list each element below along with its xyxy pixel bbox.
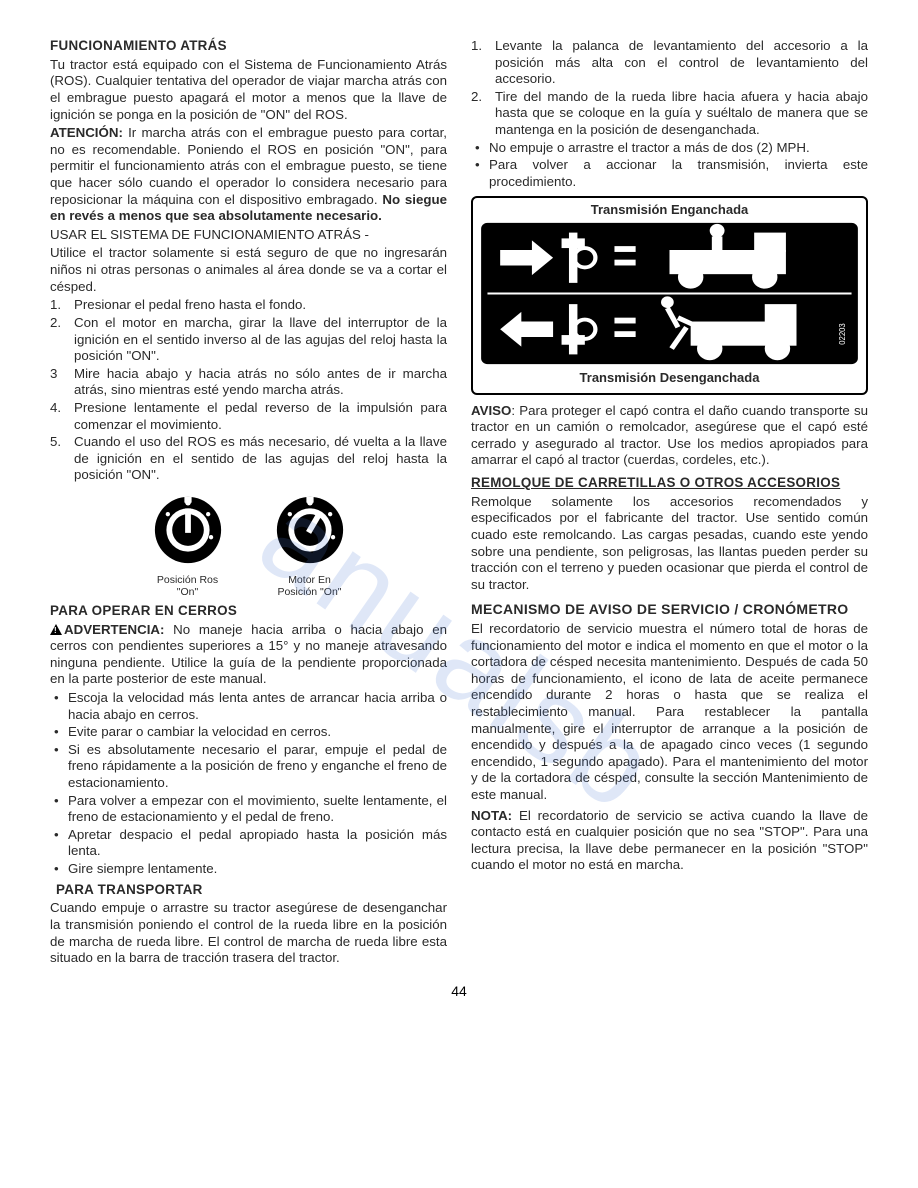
knob-label-line1: Posición Ros <box>152 574 224 587</box>
list-number: 5. <box>50 434 66 484</box>
list-item: Para volver a empezar con el movimiento,… <box>50 793 447 826</box>
label-nota: NOTA: <box>471 808 512 823</box>
right-column: 1.Levante la palanca de levantamiento de… <box>471 38 868 969</box>
para-transportar: Cuando empuje o arrastre su tractor aseg… <box>50 900 447 966</box>
two-column-layout: FUNCIONAMIENTO ATRÁS Tu tractor está equ… <box>50 38 868 969</box>
list-number: 1. <box>50 297 66 314</box>
list-transport-bullets: No empuje o arrastre el tractor a más de… <box>471 140 868 191</box>
para-usar-sistema: USAR EL SISTEMA DE FUNCIONAMIENTO ATRÁS … <box>50 227 447 244</box>
para-aviso-capo: AVISO: Para proteger el capó contra el d… <box>471 403 868 469</box>
list-transport-steps: 1.Levante la palanca de levantamiento de… <box>471 38 868 139</box>
list-text: Presione lentamente el pedal reverso de … <box>74 400 447 433</box>
list-number: 4. <box>50 400 66 433</box>
list-number: 3 <box>50 366 66 399</box>
svg-text:02203: 02203 <box>838 323 847 345</box>
para-ros-intro: Tu tractor está equipado con el Sistema … <box>50 57 447 123</box>
para-nota-recordatorio: NOTA: El recordatorio de servicio se act… <box>471 808 868 874</box>
para-atencion: ATENCIÓN: Ir marcha atrás con el embragu… <box>50 125 447 225</box>
list-item: Escoja la velocidad más lenta antes de a… <box>50 690 447 723</box>
list-number: 2. <box>471 89 487 139</box>
list-ros-steps: 1. Presionar el pedal freno hasta el fond… <box>50 297 447 484</box>
list-item: 4.Presione lentamente el pedal reverso d… <box>50 400 447 433</box>
list-item: 1. Presionar el pedal freno hasta el fond… <box>50 297 447 314</box>
list-text: Tire del mando de la rueda libre hacia a… <box>495 89 868 139</box>
text-nota-body: El recordatorio de servicio se activa cu… <box>471 808 868 873</box>
para-solo-seguro: Utilice el tractor solamente si está seg… <box>50 245 447 295</box>
manual-page: anualsb FUNCIONAMIENTO ATRÁS Tu tractor … <box>0 0 918 1188</box>
list-item: Evite parar o cambiar la velocidad en ce… <box>50 724 447 741</box>
heading-mecanismo-aviso: MECANISMO DE AVISO DE SERVICIO / CRONÓME… <box>471 601 868 619</box>
heading-transportar: PARA TRANSPORTAR <box>56 882 447 899</box>
list-text: Con el motor en marcha, girar la llave d… <box>74 315 447 365</box>
knob-label-line1: Motor En <box>274 574 346 587</box>
para-remolque: Remolque solamente los accesorios recome… <box>471 494 868 594</box>
list-text: Levante la palanca de levantamiento del … <box>495 38 868 88</box>
label-trans-desenganchada: Transmisión Desenganchada <box>479 370 860 386</box>
list-text: Cuando el uso del ROS es más necesario, … <box>74 434 447 484</box>
page-number: 44 <box>50 983 868 999</box>
knob-label-line2: Posición "On" <box>274 586 346 599</box>
list-item: No empuje o arrastre el tractor a más de… <box>471 140 868 157</box>
list-item: 2.Tire del mando de la rueda libre hacia… <box>471 89 868 139</box>
ignition-knob-figures: Posición Ros "On" Motor <box>50 494 447 599</box>
transmission-diagram-icon: 02203 <box>479 221 860 366</box>
warning-triangle-icon <box>50 624 62 635</box>
para-advertencia-cerros: ADVERTENCIA: No maneje hacia arriba o ha… <box>50 622 447 688</box>
list-item: 1.Levante la palanca de levantamiento de… <box>471 38 868 88</box>
label-trans-enganchada: Transmisión Enganchada <box>479 202 860 218</box>
label-aviso: AVISO <box>471 403 511 418</box>
list-item: Para volver a accionar la transmisión, i… <box>471 157 868 190</box>
list-number: 2. <box>50 315 66 365</box>
knob-icon <box>274 494 346 566</box>
label-advertencia: ADVERTENCIA: <box>64 622 164 637</box>
text-aviso-body: : Para proteger el capó contra el daño c… <box>471 403 868 468</box>
list-item: Gire siempre lentamente. <box>50 861 447 878</box>
list-item: Apretar despacio el pedal apropiado hast… <box>50 827 447 860</box>
list-item: 3Mire hacia abajo y hacia atrás no sólo … <box>50 366 447 399</box>
label-atencion: ATENCIÓN: <box>50 125 123 140</box>
list-item: 2.Con el motor en marcha, girar la llave… <box>50 315 447 365</box>
knob-icon <box>152 494 224 566</box>
left-column: FUNCIONAMIENTO ATRÁS Tu tractor está equ… <box>50 38 447 969</box>
heading-remolque: REMOLQUE DE CARRETILLAS O OTROS ACCESORI… <box>471 475 868 492</box>
knob-label-line2: "On" <box>152 586 224 599</box>
list-cerros: Escoja la velocidad más lenta antes de a… <box>50 690 447 878</box>
para-recordatorio: El recordatorio de servicio muestra el n… <box>471 621 868 804</box>
knob-motor-on: Motor En Posición "On" <box>274 494 346 599</box>
list-number: 1. <box>471 38 487 88</box>
heading-operar-cerros: PARA OPERAR EN CERROS <box>50 603 447 620</box>
list-text: Presionar el pedal freno hasta el fondo. <box>74 297 306 314</box>
list-item: 5.Cuando el uso del ROS es más necesario… <box>50 434 447 484</box>
knob-ros-on: Posición Ros "On" <box>152 494 224 599</box>
heading-funcionamiento-atras: FUNCIONAMIENTO ATRÁS <box>50 38 447 55</box>
transmission-diagram-box: Transmisión Enganchada <box>471 196 868 394</box>
list-item: Si es absolutamente necesario el parar, … <box>50 742 447 792</box>
list-text: Mire hacia abajo y hacia atrás no sólo a… <box>74 366 447 399</box>
